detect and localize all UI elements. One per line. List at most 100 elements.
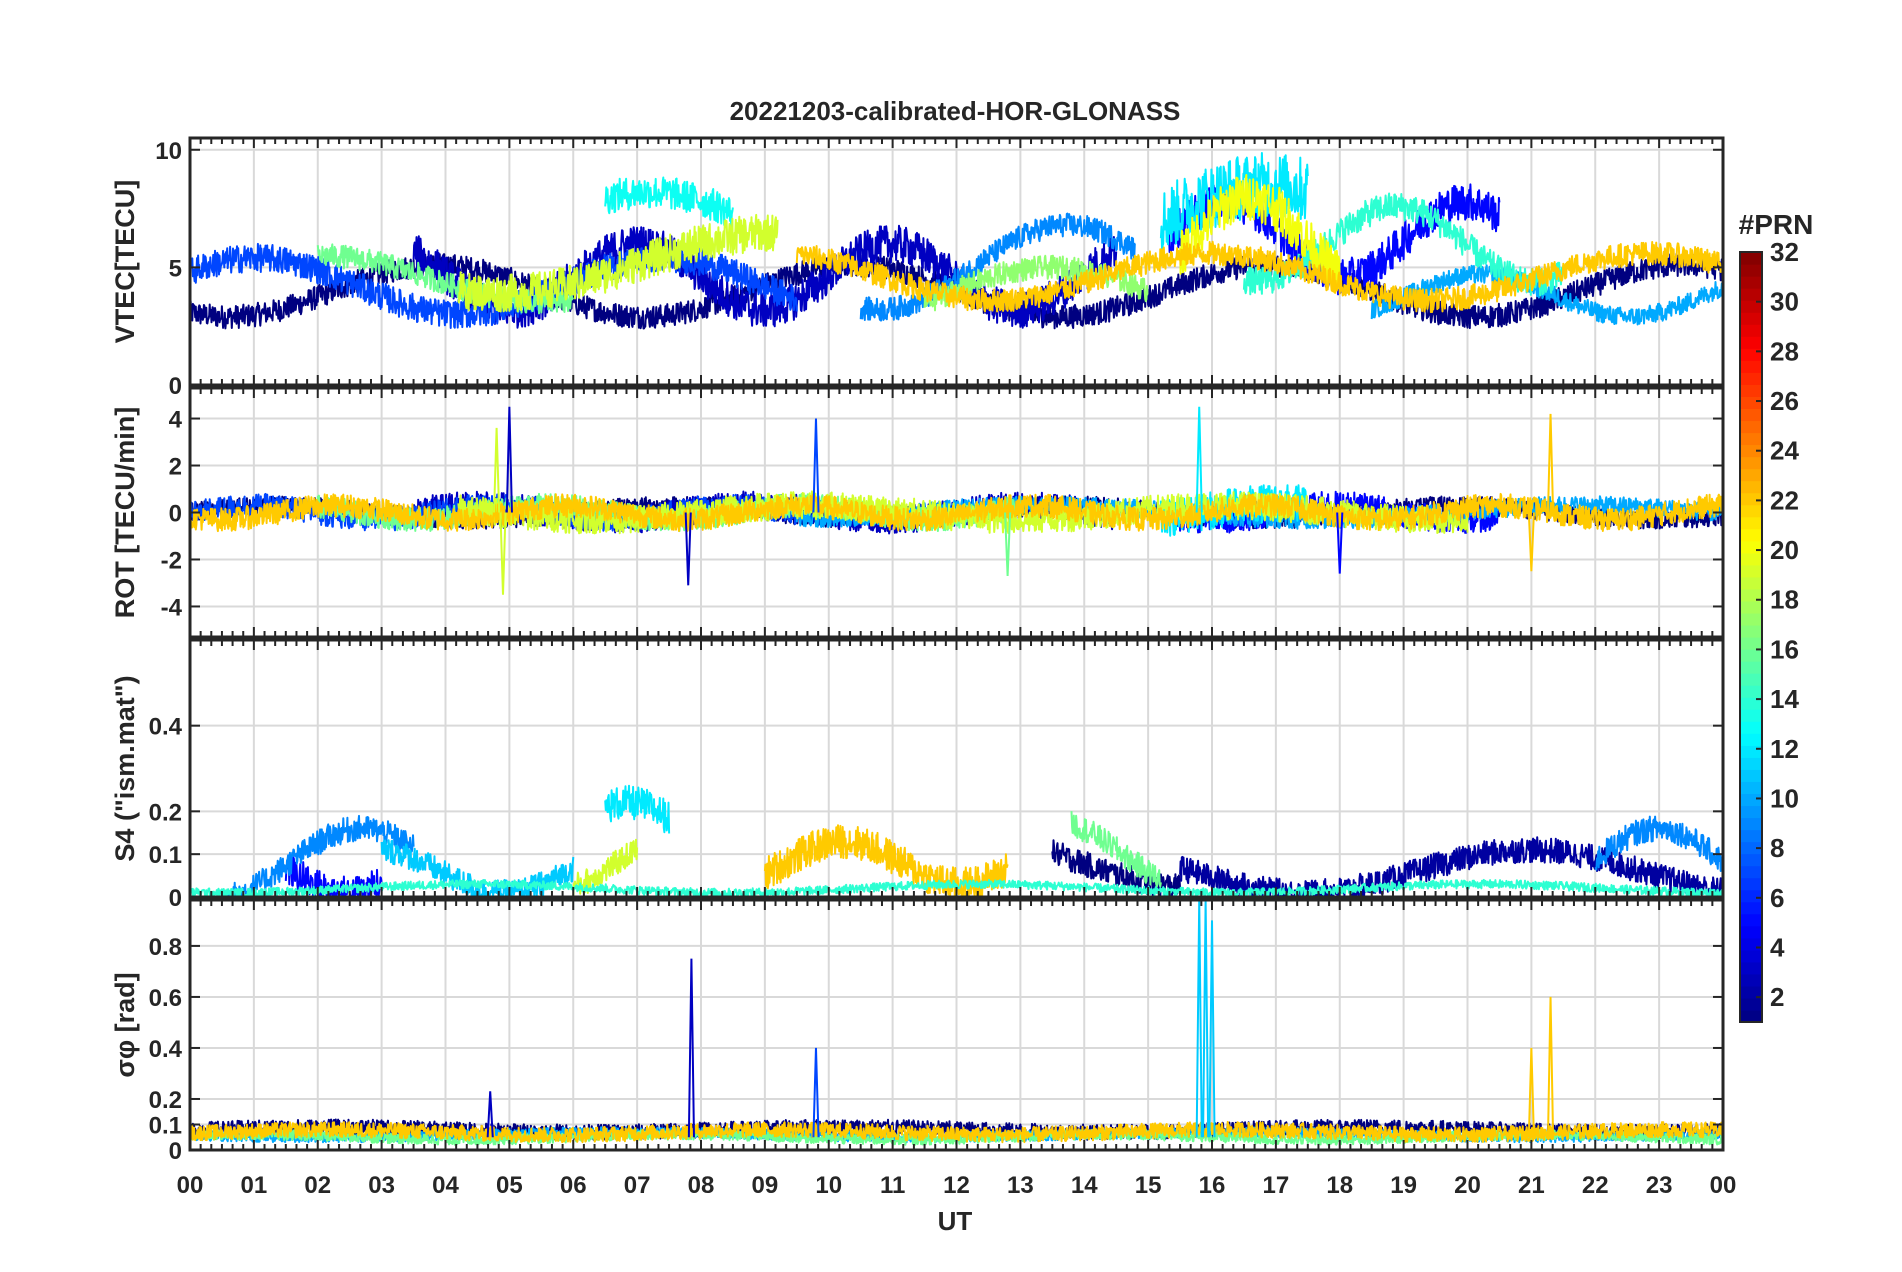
spike-prn-12 <box>1195 406 1203 513</box>
colorbar-segment <box>1740 576 1762 590</box>
spike-prn-11 <box>1195 900 1203 1138</box>
spike-prn-16 <box>1004 512 1012 576</box>
panel-1: 0 5 10 VTEC[TECU] <box>110 136 1725 400</box>
colorbar-segment <box>1740 612 1762 626</box>
series-prn-9 <box>859 212 1136 322</box>
x-tick-label: 21 <box>1518 1172 1545 1199</box>
series-prn-22 <box>795 240 1723 314</box>
colorbar-segment <box>1740 949 1762 963</box>
series-prn-22 <box>190 1120 1723 1144</box>
colorbar-segment <box>1740 985 1762 999</box>
y-tick-label: 0.4 <box>149 1036 183 1063</box>
series-group <box>190 784 1723 897</box>
plot-frame <box>188 136 1725 387</box>
x-tick-label: 08 <box>688 1172 715 1199</box>
colorbar-segment <box>1740 468 1762 482</box>
y-tick-label: 0.1 <box>149 1112 182 1139</box>
colorbar-segment <box>1740 757 1762 770</box>
series-group <box>190 152 1723 330</box>
x-tick-label: 09 <box>752 1172 779 1199</box>
colorbar-segment <box>1740 709 1762 722</box>
colorbar-segment <box>1740 721 1762 734</box>
panel-4: 00.10.2 0.4 0.6 0.8 σφ [rad] <box>110 898 1725 1165</box>
spike-prn-3 <box>687 958 695 1138</box>
x-tick-label: 05 <box>496 1172 523 1199</box>
spike-prn-3 <box>505 406 513 513</box>
colorbar-segment <box>1740 492 1762 506</box>
y-axis-label: σφ [rad] <box>110 972 140 1077</box>
spike-prn-22 <box>1527 512 1535 572</box>
series-prn-9 <box>1594 815 1723 872</box>
y-tick-label: 0 <box>169 501 182 528</box>
spike-prn-11 <box>1208 920 1216 1138</box>
colorbar-tick-label: 8 <box>1770 833 1784 863</box>
y-tick-label: 0.6 <box>149 985 182 1012</box>
colorbar-tick-label: 22 <box>1770 485 1799 515</box>
series-prn-10 <box>1370 264 1723 326</box>
colorbar-segment <box>1740 420 1762 434</box>
colorbar-tick-label: 20 <box>1770 535 1799 565</box>
colorbar-segment <box>1740 865 1762 879</box>
y-tick-label: 4 <box>169 407 183 434</box>
colorbar-segment <box>1740 997 1762 1011</box>
colorbar-tick-label: 14 <box>1770 684 1799 714</box>
series-prn-2 <box>1179 836 1723 897</box>
colorbar-segment <box>1740 624 1762 638</box>
colorbar-segment <box>1740 697 1762 710</box>
colorbar-segment <box>1740 925 1762 939</box>
colorbar-segment <box>1740 324 1762 337</box>
colorbar-segment <box>1740 661 1762 674</box>
colorbar-segment <box>1740 877 1762 891</box>
colorbar-segment <box>1740 348 1762 361</box>
colorbar-segment <box>1740 889 1762 903</box>
colorbar-tick-label: 24 <box>1770 436 1799 466</box>
colorbar-segment <box>1740 312 1762 325</box>
spike-prn-22 <box>1546 996 1555 1138</box>
plot-frame <box>188 638 1725 899</box>
series-prn-13 <box>604 176 734 228</box>
colorbar-segment <box>1740 456 1762 470</box>
colorbar-segment <box>1740 384 1762 397</box>
colorbar-segment <box>1740 637 1762 650</box>
x-tick-label: 11 <box>880 1172 905 1199</box>
colorbar-segment <box>1740 769 1762 782</box>
y-axis-label: S4 ("ism.mat") <box>110 675 140 861</box>
spike-prn-7 <box>812 1047 820 1138</box>
spike-prn-3 <box>486 1091 494 1138</box>
y-tick-label: 0.4 <box>149 714 183 741</box>
colorbar-segment <box>1740 480 1762 494</box>
plot-frame <box>188 386 1725 639</box>
spike-prn-19 <box>493 427 501 513</box>
series-prn-12 <box>1159 152 1309 254</box>
colorbar-segment <box>1740 252 1762 265</box>
x-tick-label: 00 <box>177 1172 204 1199</box>
colorbar-segment <box>1740 540 1762 554</box>
series-prn-7 <box>190 242 798 329</box>
y-tick-label: 0.1 <box>149 842 182 869</box>
colorbar-segment <box>1740 685 1762 698</box>
colorbar-tick-label: 32 <box>1770 237 1799 267</box>
x-tick-label: 12 <box>943 1172 970 1199</box>
colorbar-tick-label: 26 <box>1770 386 1799 416</box>
spike-prn-22 <box>1527 1047 1535 1138</box>
colorbar-segment <box>1740 1009 1762 1023</box>
colorbar-segment <box>1740 528 1762 542</box>
spike-prn-7 <box>812 418 820 513</box>
x-tick-label: 06 <box>560 1172 587 1199</box>
colorbar-tick-label: 12 <box>1770 734 1799 764</box>
y-tick-label: -2 <box>161 547 182 574</box>
x-tick-label: 18 <box>1326 1172 1353 1199</box>
colorbar-segment <box>1740 372 1762 385</box>
series-prn-22 <box>190 492 1723 533</box>
x-tick-label: 19 <box>1390 1172 1417 1199</box>
colorbar-segment <box>1740 336 1762 349</box>
panel-3: 0 0.1 0.2 0.4 S4 ("ism.mat") <box>110 638 1725 912</box>
colorbar-segment <box>1740 300 1762 313</box>
colorbar-segment <box>1740 444 1762 458</box>
x-tick-label: 22 <box>1582 1172 1609 1199</box>
x-tick-label: 16 <box>1199 1172 1226 1199</box>
colorbar-segment <box>1740 745 1762 758</box>
series-prn-12 <box>604 784 671 834</box>
x-tick-label: 10 <box>815 1172 842 1199</box>
y-tick-label: 0 <box>169 1138 182 1165</box>
